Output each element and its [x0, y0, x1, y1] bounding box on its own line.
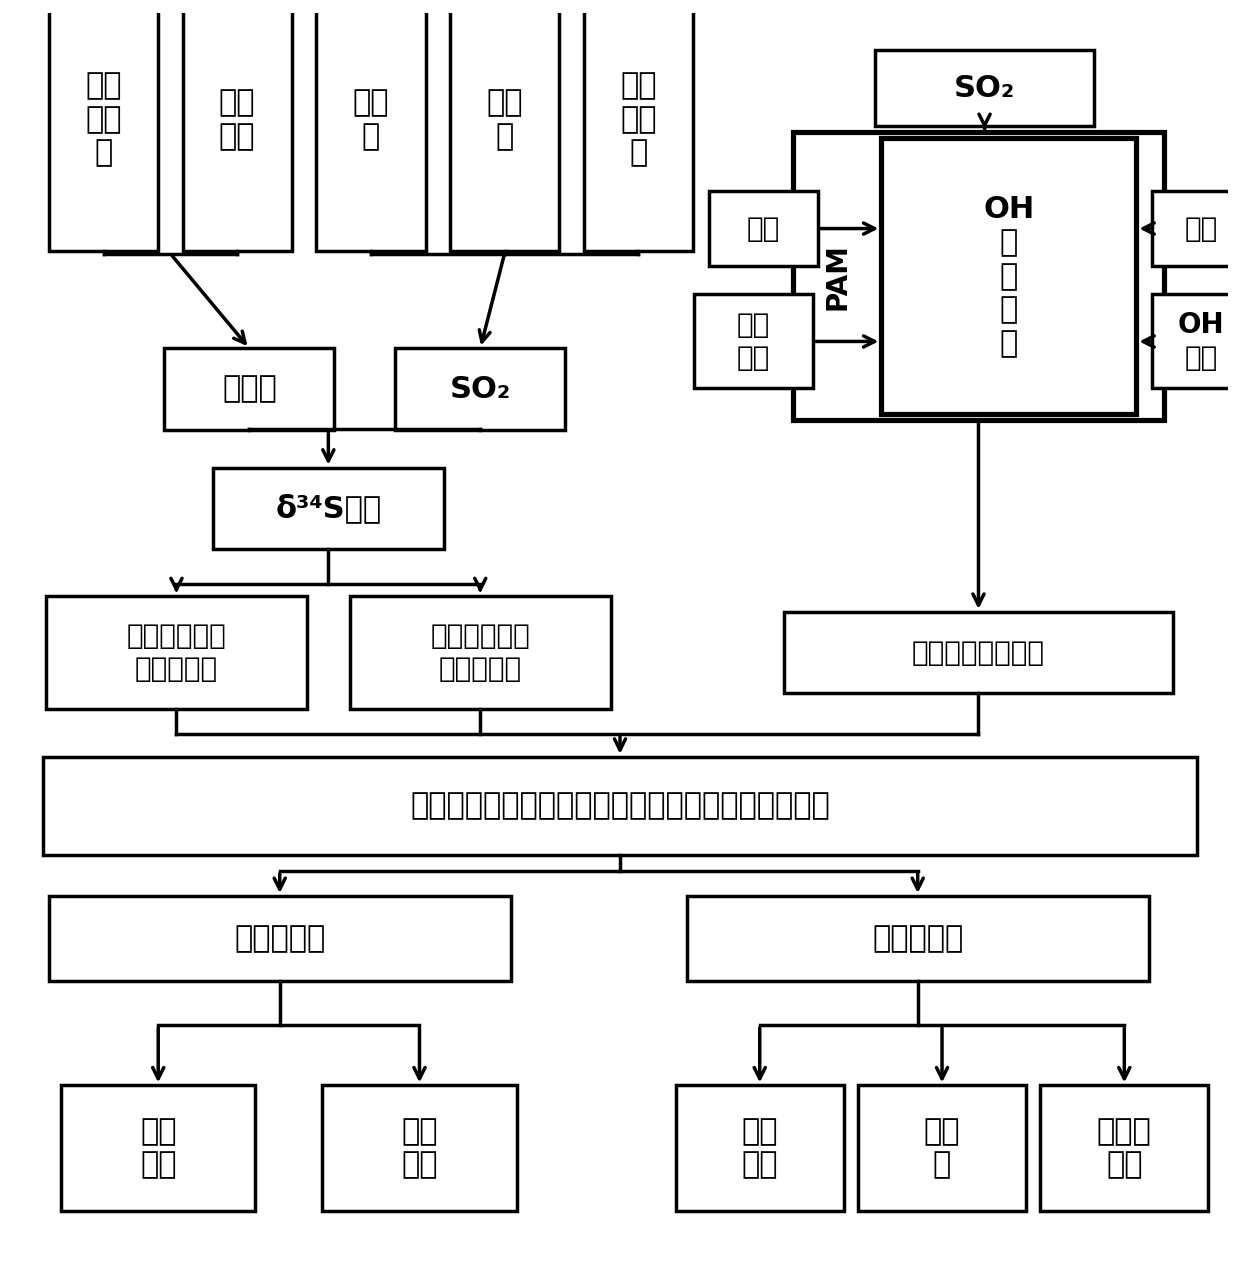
Text: 相对
湿度: 相对 湿度	[737, 311, 770, 371]
Text: 二次生成源: 二次生成源	[872, 924, 963, 954]
Bar	[48, 0, 159, 251]
Bar	[450, 0, 559, 251]
Text: δ³⁴S分析: δ³⁴S分析	[275, 493, 382, 524]
Bar	[316, 0, 425, 251]
Bar	[875, 50, 1094, 125]
Bar	[882, 138, 1136, 415]
Bar	[1152, 294, 1240, 389]
Bar	[709, 191, 818, 266]
Bar	[164, 348, 335, 430]
Bar	[676, 1085, 843, 1211]
Text: SO₂: SO₂	[450, 375, 511, 403]
Text: 生物
质燃
烧: 生物 质燃 烧	[620, 72, 656, 168]
Bar	[48, 896, 511, 982]
Text: SO₂: SO₂	[954, 73, 1016, 102]
Text: 大气
颗粒
物: 大气 颗粒 物	[86, 72, 122, 168]
Text: 土壤
尘: 土壤 尘	[486, 88, 523, 151]
Bar	[584, 0, 693, 251]
Bar	[784, 612, 1173, 694]
Bar	[182, 0, 291, 251]
Bar	[794, 132, 1164, 420]
Text: 土壤
扬尘: 土壤 扬尘	[402, 1116, 438, 1179]
Text: 生物质
燃烧: 生物质 燃烧	[1097, 1116, 1152, 1179]
Bar	[350, 596, 611, 709]
Text: 燃煤
排放: 燃煤 排放	[742, 1116, 777, 1179]
Text: 燃煤
排放: 燃煤 排放	[219, 88, 255, 151]
Bar	[46, 596, 308, 709]
Text: 一次排放源: 一次排放源	[234, 924, 325, 954]
Text: PAM: PAM	[823, 243, 851, 310]
Text: 基于硫同位素的大气颗粒物上硫酸盐的来源解析方法: 基于硫同位素的大气颗粒物上硫酸盐的来源解析方法	[410, 791, 830, 820]
Bar	[687, 896, 1148, 982]
Bar	[61, 1085, 255, 1211]
Text: 气压: 气压	[1184, 215, 1218, 242]
Text: 颗粒物: 颗粒物	[222, 375, 277, 403]
Text: 硫同位素分馏系数: 硫同位素分馏系数	[911, 639, 1045, 667]
Bar	[1152, 191, 1240, 266]
Bar	[396, 348, 565, 430]
Text: 机动
车: 机动 车	[924, 1116, 960, 1179]
Text: 机动
车: 机动 车	[352, 88, 389, 151]
Bar	[43, 756, 1197, 855]
Bar	[858, 1085, 1025, 1211]
Text: 温度: 温度	[746, 215, 780, 242]
Text: 污染源排放硫
同位素特征: 污染源排放硫 同位素特征	[126, 622, 227, 682]
Bar	[1040, 1085, 1208, 1211]
Bar	[213, 467, 444, 549]
Text: OH
均
相
反
应: OH 均 相 反 应	[983, 195, 1034, 358]
Text: 大气颗粒物硫
同位素特征: 大气颗粒物硫 同位素特征	[430, 622, 531, 682]
Bar	[694, 294, 813, 389]
Text: 燃煤
排放: 燃煤 排放	[140, 1116, 176, 1179]
Text: OH
浓度: OH 浓度	[1178, 311, 1224, 371]
Bar	[322, 1085, 517, 1211]
